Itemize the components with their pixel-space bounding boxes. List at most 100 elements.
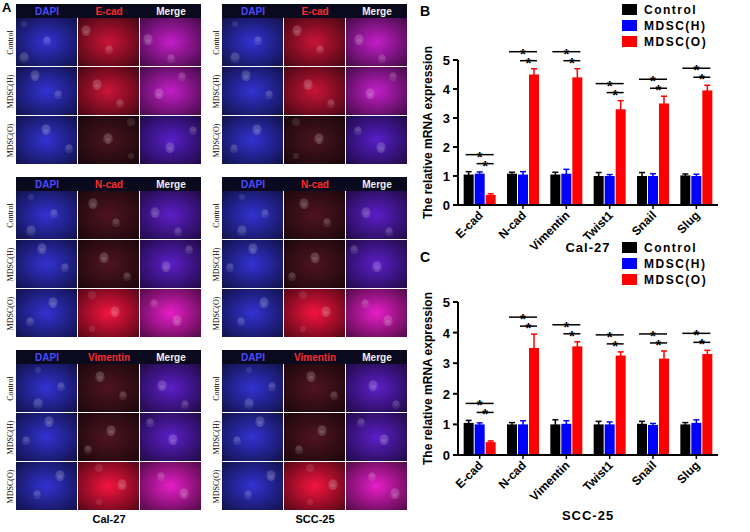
texture [354,127,362,135]
texture [256,416,264,424]
texture [62,263,68,269]
y-tick [453,88,458,90]
texture [241,71,251,81]
x-tick [522,205,524,209]
texture [165,143,175,153]
texture [299,199,309,209]
image-header [16,4,201,18]
bar [529,348,539,455]
texture [292,26,302,36]
error-line [696,420,698,426]
error-cap [704,350,710,352]
bar [702,90,712,205]
x-tick [696,455,698,459]
texture [328,99,334,105]
error-cap [466,425,472,427]
image-header [16,350,201,364]
texture [239,194,245,200]
texture [65,145,73,153]
texture [106,426,116,436]
error-cap [520,171,526,173]
channel-label: Merge [156,352,186,363]
texture [144,34,152,42]
bar [594,424,604,455]
texture [300,198,308,206]
significance-label: * [656,336,662,353]
error-cap [488,440,494,442]
y-tick [453,146,458,148]
error-line [468,172,470,178]
texture [41,125,51,135]
texture [226,264,234,272]
texture [169,434,177,442]
texture [242,70,250,78]
y-tick-label: 3 [443,111,450,126]
x-tick [652,455,654,459]
error-cap [466,420,472,422]
texture [358,418,364,424]
micrograph [222,413,283,461]
x-tick [479,455,481,459]
error-cap [596,421,602,423]
error-cap [466,177,472,179]
micrograph [16,240,77,288]
error-cap [488,195,494,197]
x-tick-label: Snail [629,208,659,238]
texture [57,383,65,391]
channel-label: DAPI [241,352,265,363]
texture [118,479,126,487]
x-tick [652,205,654,209]
texture [96,371,104,379]
micrograph [140,116,201,164]
texture [314,134,324,144]
error-cap [650,426,656,428]
y-tick [453,117,458,119]
texture [369,472,375,478]
micrograph [16,18,77,66]
micrograph [284,240,345,288]
channel-label: Merge [156,6,186,17]
micrograph [284,462,345,510]
texture [33,491,41,499]
x-tick-label: Slug [674,458,702,486]
x-tick [566,205,568,209]
texture [268,383,276,391]
micrograph [16,364,77,412]
micrograph [140,191,201,239]
texture [50,210,58,218]
significance-label: * [656,81,662,98]
error-cap [650,423,656,425]
bars [464,69,713,205]
x-tick [609,455,611,459]
row-label: MDSC(H) [212,247,221,281]
texture [178,73,186,81]
texture [293,25,301,33]
texture [331,391,337,397]
error-cap [552,176,558,178]
texture [230,53,240,63]
error-line [663,351,665,366]
bar [529,75,539,206]
x-tick-label: N-cad [496,458,529,491]
texture [44,36,50,42]
row-label: MDSC(H) [212,420,221,454]
texture [323,219,331,227]
error-cap [693,174,699,176]
legend-label: MDSC(H) [644,19,707,33]
micrograph [346,462,407,510]
texture [189,127,197,135]
channel-label: Merge [156,179,186,190]
error-bar [661,351,667,366]
significance-label: * [526,319,532,336]
texture [390,72,396,78]
texture [42,124,50,132]
significance-label: * [612,337,618,354]
texture [95,372,105,382]
texture [107,425,115,433]
figure: ABCDAPIE-cadMergeControlMDSC(H)MDSC(O)DA… [0,0,750,532]
bar [680,424,690,455]
micrograph [222,240,283,288]
error-bar [596,173,602,180]
chart: 012345E-cadN-cadVimentinTwist1SnailSlug*… [421,241,718,523]
y-tick [453,204,458,206]
